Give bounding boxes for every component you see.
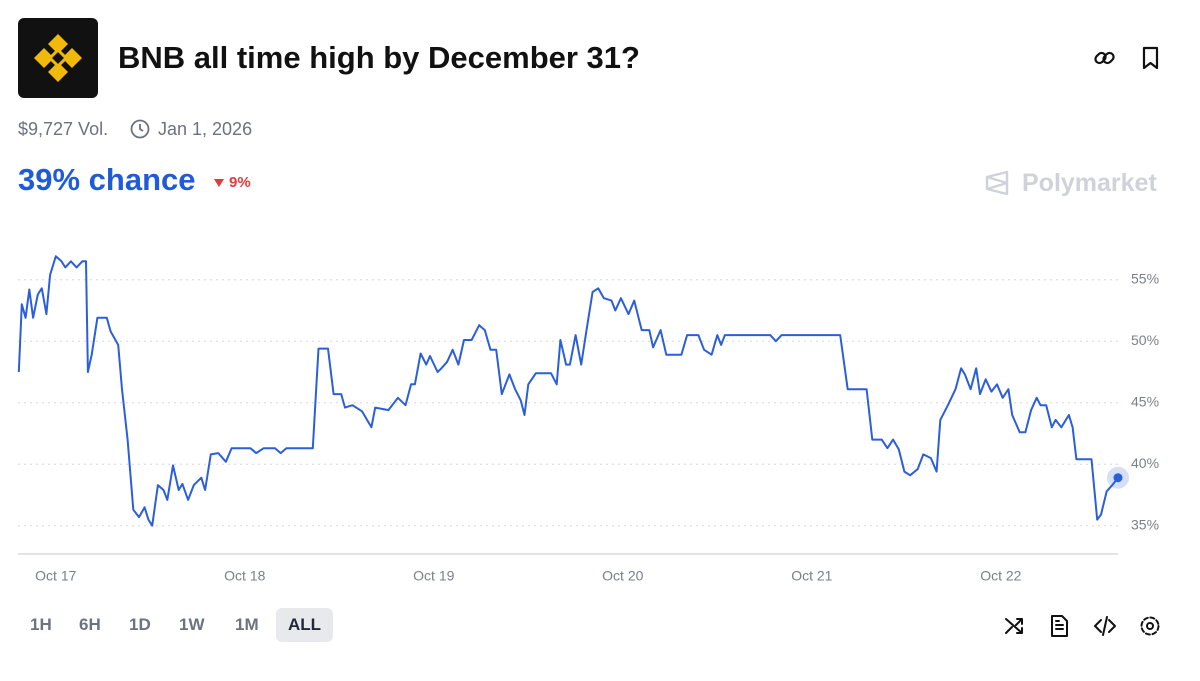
market-title: BNB all time high by December 31? [118, 40, 640, 75]
x-tick-label: Oct 19 [413, 568, 454, 584]
range-button[interactable]: 1M [235, 615, 259, 634]
brand-logo [985, 170, 1009, 196]
series-line [17, 255, 1119, 527]
end-point [1113, 473, 1123, 483]
bookmark-button[interactable] [1138, 45, 1164, 71]
down-arrow [214, 179, 224, 187]
volume: $9,727 Vol. [18, 119, 109, 139]
range-button[interactable]: 6H [79, 615, 101, 634]
chart: 35% 40% 45% 50% 55% Oct 17 Oct 18 Oct 19 Oct 20 O… [17, 255, 1159, 584]
range-button[interactable]: ALL [276, 608, 334, 642]
change: 9% [229, 174, 251, 191]
x-tick-label: Oct 20 [602, 568, 643, 584]
x-tick-label: Oct 17 [35, 568, 76, 584]
range-button[interactable]: 1D [129, 615, 151, 634]
notes-button[interactable] [1051, 615, 1068, 637]
y-tick-label: 55% [1131, 270, 1159, 286]
y-tick-label: 50% [1131, 332, 1159, 348]
embed-button[interactable] [1094, 616, 1116, 636]
y-tick-label: 35% [1131, 516, 1159, 532]
y-tick-label: 45% [1131, 393, 1159, 409]
chart-tools [1005, 615, 1160, 637]
chance: 39% chance [18, 162, 196, 197]
x-tick-label: Oct 18 [224, 568, 265, 584]
x-tick-label: Oct 22 [980, 568, 1021, 584]
brand: Polymarket [1022, 169, 1157, 197]
range-button[interactable]: 1H [30, 615, 52, 634]
market-logo [18, 18, 98, 98]
end-date: Jan 1, 2026 [158, 119, 253, 139]
shuffle-button[interactable] [1005, 618, 1023, 634]
settings-button[interactable] [1140, 616, 1160, 636]
link-button[interactable] [1092, 45, 1118, 71]
range-button[interactable]: 1W [179, 615, 205, 634]
x-tick-label: Oct 21 [791, 568, 832, 584]
clock-icon [130, 119, 150, 139]
y-tick-label: 40% [1131, 455, 1159, 471]
